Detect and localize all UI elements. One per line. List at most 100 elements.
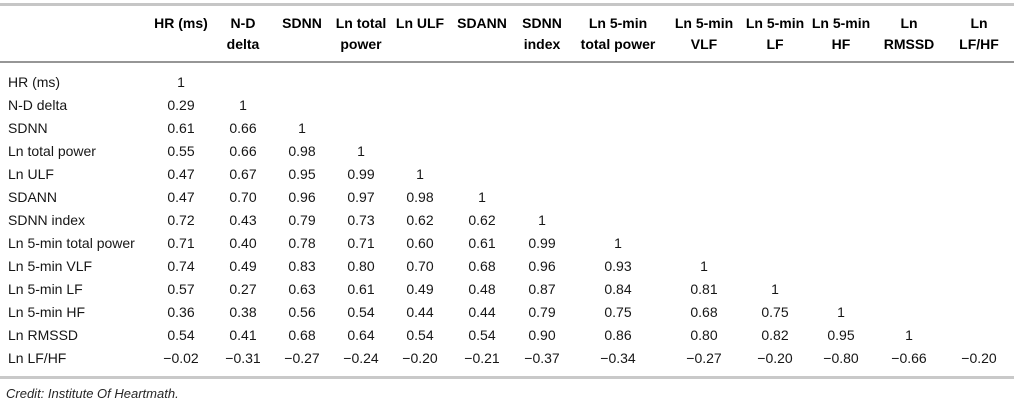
correlation-cell: −0.80 <box>823 350 859 366</box>
correlation-cell <box>808 278 874 301</box>
column-header-line: index <box>523 36 561 52</box>
correlation-cell <box>874 232 944 255</box>
correlation-cell: 1 <box>478 189 486 205</box>
correlation-cell <box>874 278 944 301</box>
correlation-cell: 0.54 <box>406 327 434 343</box>
correlation-cell: 0.43 <box>229 212 257 228</box>
column-header-line: SDNN <box>282 15 322 31</box>
correlation-cell: 0.38 <box>229 304 257 320</box>
correlation-cell <box>874 140 944 163</box>
correlation-cell <box>808 255 874 278</box>
correlation-cell <box>332 62 390 94</box>
correlation-cell <box>742 117 808 140</box>
correlation-cell <box>666 209 742 232</box>
column-header: SDNN index <box>514 6 570 63</box>
correlation-cell: 0.72 <box>167 212 195 228</box>
correlation-cell: 0.95 <box>288 166 316 182</box>
column-header: SDNN <box>272 6 332 63</box>
table-row: Ln 5-min total power 0.71 0.40 0.78 0.71 0.60… <box>0 232 1014 255</box>
correlation-cell: 1 <box>357 143 365 159</box>
correlation-cell: 1 <box>905 327 913 343</box>
correlation-cell: 0.54 <box>468 327 496 343</box>
correlation-cell: 0.75 <box>761 304 789 320</box>
column-header-line: Ln <box>970 15 988 31</box>
column-header-line: SDANN <box>457 15 507 31</box>
correlation-cell: 0.68 <box>690 304 718 320</box>
correlation-table: HR (ms) N-D delta SDNN Ln total power Ln ULF SD… <box>0 6 1014 370</box>
column-header-line: LF <box>766 36 784 52</box>
correlation-cell: 0.80 <box>690 327 718 343</box>
correlation-cell <box>390 62 450 94</box>
correlation-cell: 0.47 <box>167 166 195 182</box>
table-row: HR (ms) 1 <box>0 62 1014 94</box>
correlation-cell <box>666 62 742 94</box>
correlation-cell: 0.96 <box>528 258 556 274</box>
table-row: Ln RMSSD 0.54 0.41 0.68 0.64 0.54 0.54 0.90 0.86… <box>0 324 1014 347</box>
column-header: Ln 5-min HF <box>808 6 874 63</box>
correlation-cell: 0.66 <box>229 143 257 159</box>
table-row: N-D delta 0.29 1 <box>0 94 1014 117</box>
correlation-cell <box>742 140 808 163</box>
correlation-cell <box>742 232 808 255</box>
row-label: SDNN <box>8 120 48 136</box>
correlation-cell <box>666 94 742 117</box>
column-header-line: SDNN <box>522 15 562 31</box>
column-header-line: Ln 5-min <box>811 15 871 31</box>
table-row: SDNN index 0.72 0.43 0.79 0.73 0.62 0.62 1 <box>0 209 1014 232</box>
correlation-cell <box>742 94 808 117</box>
correlation-cell <box>450 94 514 117</box>
correlation-cell <box>742 255 808 278</box>
table-top-rule <box>0 3 1014 6</box>
correlation-cell: −0.20 <box>402 350 438 366</box>
correlation-cell: 0.75 <box>604 304 632 320</box>
correlation-cell: 0.93 <box>604 258 632 274</box>
column-header-line: N-D <box>230 15 256 31</box>
correlation-cell: −0.02 <box>163 350 199 366</box>
row-label: SDNN index <box>8 212 86 228</box>
column-header-line: VLF <box>690 36 718 52</box>
column-header: HR (ms) <box>148 6 214 63</box>
correlation-cell <box>944 301 1014 324</box>
column-header: Ln ULF <box>390 6 450 63</box>
correlation-cell: 0.54 <box>347 304 375 320</box>
table-row: Ln 5-min VLF 0.74 0.49 0.83 0.80 0.70 0.68 0.96… <box>0 255 1014 278</box>
row-label: Ln 5-min total power <box>8 235 135 251</box>
correlation-cell <box>808 163 874 186</box>
correlation-cell <box>666 163 742 186</box>
correlation-cell <box>390 117 450 140</box>
correlation-cell <box>944 186 1014 209</box>
table-row: Ln 5-min LF 0.57 0.27 0.63 0.61 0.49 0.48 0.87 0… <box>0 278 1014 301</box>
table-row: Ln ULF 0.47 0.67 0.95 0.99 1 <box>0 163 1014 186</box>
correlation-cell <box>944 117 1014 140</box>
correlation-cell <box>450 140 514 163</box>
table-row: Ln 5-min HF 0.36 0.38 0.56 0.54 0.44 0.44 0.79 0… <box>0 301 1014 324</box>
correlation-cell <box>570 186 666 209</box>
column-header-line: delta <box>226 36 260 52</box>
correlation-cell: 0.40 <box>229 235 257 251</box>
column-header: N-D delta <box>214 6 272 63</box>
correlation-cell <box>272 62 332 94</box>
row-label: Ln LF/HF <box>8 350 67 366</box>
correlation-cell: 1 <box>239 97 247 113</box>
correlation-cell <box>514 186 570 209</box>
correlation-cell: 1 <box>298 120 306 136</box>
correlation-cell: 1 <box>700 258 708 274</box>
table-header: HR (ms) N-D delta SDNN Ln total power Ln ULF SD… <box>0 6 1014 63</box>
correlation-cell: 0.64 <box>347 327 375 343</box>
correlation-cell: 0.81 <box>690 281 718 297</box>
correlation-cell: 0.61 <box>167 120 195 136</box>
correlation-cell: 0.27 <box>229 281 257 297</box>
correlation-cell <box>944 255 1014 278</box>
correlation-cell: −0.34 <box>600 350 636 366</box>
correlation-cell: 0.97 <box>347 189 375 205</box>
correlation-cell: 0.66 <box>229 120 257 136</box>
correlation-cell: 0.86 <box>604 327 632 343</box>
row-label: Ln 5-min HF <box>8 304 86 320</box>
correlation-cell: −0.37 <box>524 350 560 366</box>
column-header: Ln 5-min LF <box>742 6 808 63</box>
correlation-cell: 0.98 <box>406 189 434 205</box>
correlation-cell: 0.83 <box>288 258 316 274</box>
correlation-cell: 0.62 <box>468 212 496 228</box>
correlation-cell <box>944 140 1014 163</box>
correlation-cell: 1 <box>614 235 622 251</box>
